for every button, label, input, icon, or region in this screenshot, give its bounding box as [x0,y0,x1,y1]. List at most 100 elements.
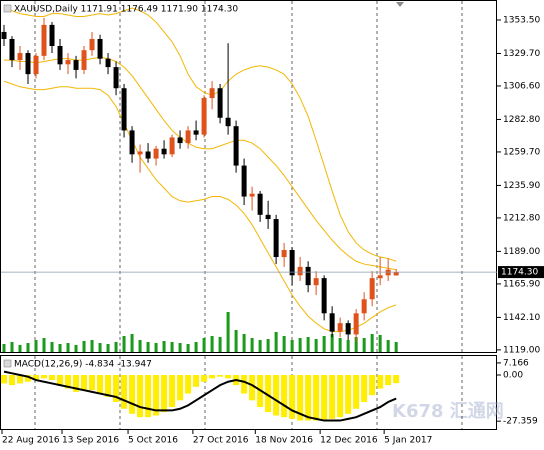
macd-bar [137,374,144,418]
candle-body [225,117,231,127]
watermark: K678 汇通网 [392,401,504,422]
macd-bar [193,374,200,387]
candle-body [241,165,247,197]
candle-body [81,50,87,70]
volume-bar [58,344,62,352]
volume-bar [170,342,174,352]
panel-title: MACD(12,26,9) -4.834 -13.947 [14,360,152,370]
macd-bar [201,374,208,382]
volume-bar [234,330,238,352]
volume-bar [194,342,198,352]
macd-bar [329,374,336,419]
y-tick-label: 1189.00 [503,247,540,257]
macd-bar [105,374,112,397]
price-panel [0,0,497,353]
candle-body [65,60,71,65]
macd-panel [0,355,497,430]
macd-bar [17,374,24,384]
volume-bar [146,342,150,352]
volume-bar [282,336,286,352]
candle-body [145,151,151,159]
x-tick-label: 12 Dec 2016 [320,436,378,446]
volume-bar [250,338,254,352]
volume-bar [42,338,46,352]
macd-bar [337,374,344,418]
volume-bar [130,334,134,352]
volume-bar [138,340,142,352]
candle-body [73,60,79,70]
candle-body [281,250,287,258]
y-tick-label: 1282.80 [503,115,540,125]
macd-bar [273,374,280,416]
signal-line [3,370,397,422]
y-tick-label: 1329.70 [503,49,540,59]
bollinger-band [3,7,397,262]
macd-bar [361,374,368,402]
y-tick-label: -27.359 [503,417,538,427]
volume-bar [114,342,118,352]
macd-bar [345,374,352,414]
volume-bar [90,340,94,352]
volume-bar [210,336,214,352]
candle-body [41,24,47,56]
x-tick-label: 5 Jan 2017 [384,436,432,446]
candle-body [385,269,391,276]
y-tick-label: 1142.10 [503,313,540,323]
y-tick-label: 7.166 [503,358,529,368]
macd-bar [241,374,248,394]
price-label-box [498,266,544,279]
macd-bar [393,374,400,384]
y-tick-label: 1259.70 [503,147,540,157]
volume-bar [162,341,166,352]
macd-bar [113,374,120,402]
candle-body [337,323,343,332]
volume-bar [98,343,102,352]
candle-body [265,214,271,220]
candle-body [137,151,143,155]
macd-bar [177,374,184,401]
x-tick-label: 13 Sep 2016 [62,436,119,446]
candle-body [57,46,63,65]
candle-body [393,272,399,276]
candle-body [105,58,111,68]
macd-bar [153,374,160,416]
macd-bar [49,374,56,381]
volume-bar [386,340,390,352]
candle-body [257,193,263,215]
candle-body [161,148,167,155]
candle-body [201,98,207,135]
volume-bar [34,340,38,352]
macd-bar [249,374,256,401]
volume-bar [202,338,206,352]
candle-body [193,130,199,135]
macd-bar [225,374,232,379]
candle-body [97,38,103,59]
macd-bar [33,374,40,381]
candle-body [129,130,135,155]
candle-body [209,88,215,99]
macd-bar [41,374,48,379]
macd-bar [313,374,320,421]
x-tick-label: 22 Aug 2016 [2,436,60,446]
macd-bar [57,374,64,386]
candle-body [153,148,159,159]
volume-bar [50,342,54,352]
candle-body [289,250,295,276]
volume-bar [18,345,22,352]
panel-icon [3,359,12,368]
volume-bar [186,344,190,352]
macd-bar [65,374,72,389]
macd-bar [161,374,168,413]
macd-bar [281,374,288,418]
candle-body [33,55,39,75]
macd-bar [265,374,272,413]
macd-bar [217,374,224,377]
candle-body [9,38,15,61]
volume-bar [394,342,398,352]
y-tick-label: 1306.60 [503,81,540,91]
candle-body [113,67,119,89]
candle-body [329,313,335,332]
volume-bar [274,332,278,352]
x-tick-label: 5 Oct 2016 [128,436,178,446]
